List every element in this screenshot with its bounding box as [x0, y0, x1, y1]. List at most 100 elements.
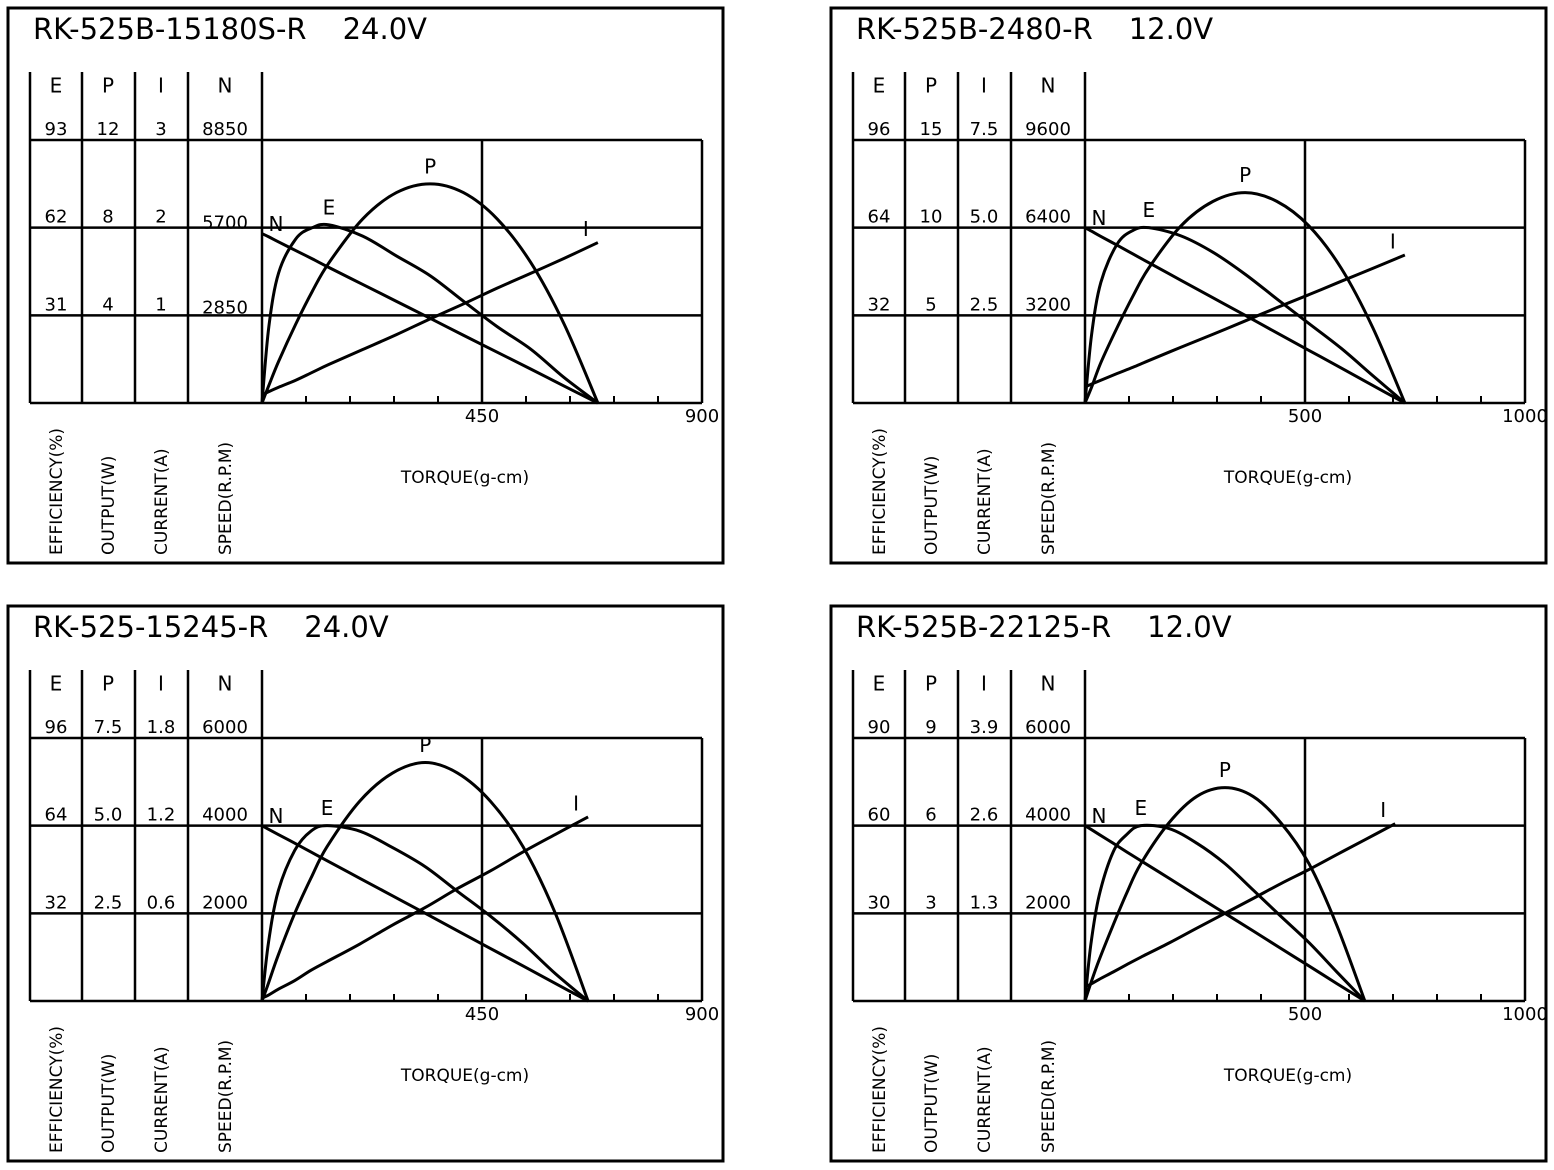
curve-i — [261, 241, 599, 397]
curve-e — [1083, 225, 1406, 405]
curve-i — [1084, 253, 1406, 389]
axis-label: CURRENT(A) — [975, 1046, 995, 1153]
y-tick-label: 5700 — [202, 213, 248, 234]
chart-title: RK-525B-22125-R 12.0V — [856, 610, 1232, 644]
axis-label: OUTPUT(W) — [99, 1054, 119, 1153]
curve-label: N — [1092, 206, 1107, 230]
column-header: I — [981, 74, 987, 98]
column-header: E — [873, 74, 886, 98]
curve-label: I — [573, 791, 579, 815]
y-tick-label: 5 — [925, 294, 936, 315]
axis-label: SPEED(R.P.M) — [1039, 1040, 1059, 1153]
title-voltage: 24.0V — [343, 12, 428, 46]
curve-label: E — [321, 796, 334, 820]
y-tick-label: 6000 — [202, 717, 248, 738]
y-tick-label: 15 — [920, 119, 943, 140]
curve-e — [260, 824, 590, 1003]
column-header: N — [1041, 672, 1056, 696]
y-tick-label: 96 — [868, 119, 891, 140]
curve-label: E — [1142, 198, 1155, 222]
y-tick-label: 3 — [155, 119, 166, 140]
curve-p — [1083, 191, 1407, 404]
curve-label: E — [323, 195, 336, 219]
y-tick-label: 64 — [45, 805, 68, 826]
y-tick-label: 9 — [925, 717, 936, 738]
y-tick-label: 7.5 — [94, 717, 123, 738]
axis-label: OUTPUT(W) — [922, 456, 942, 555]
y-tick-label: 31 — [45, 294, 68, 315]
y-tick-label: 30 — [868, 892, 891, 913]
curve-label: I — [583, 217, 589, 241]
title-voltage: 12.0V — [1129, 12, 1214, 46]
y-tick-label: 64 — [868, 207, 891, 228]
y-tick-label: 2.5 — [94, 892, 123, 913]
curve-p — [260, 761, 590, 1002]
y-tick-label: 4000 — [202, 805, 248, 826]
y-tick-label: 3200 — [1025, 294, 1071, 315]
curve-n — [261, 232, 599, 405]
y-tick-label: 32 — [868, 294, 891, 315]
curve-label: N — [269, 212, 284, 236]
y-tick-label: 8850 — [202, 119, 248, 140]
title-model: RK-525B-22125-R — [856, 610, 1111, 644]
y-tick-label: 12 — [97, 119, 120, 140]
curve-p — [260, 182, 600, 404]
y-tick-label: 2850 — [202, 297, 248, 318]
y-tick-label: 6000 — [1025, 717, 1071, 738]
curve-i — [261, 815, 589, 1000]
column-header: E — [50, 672, 63, 696]
column-header: I — [981, 672, 987, 696]
y-tick-label: 93 — [45, 119, 68, 140]
curve-label: I — [1380, 798, 1386, 822]
title-voltage: 12.0V — [1147, 610, 1232, 644]
y-tick-label: 1.2 — [147, 805, 176, 826]
x-tick-label: 900 — [685, 1004, 719, 1025]
column-header: E — [873, 672, 886, 696]
axis-label: CURRENT(A) — [975, 448, 995, 555]
title-voltage: 24.0V — [304, 610, 389, 644]
curve-i — [1084, 822, 1396, 989]
column-header: P — [102, 74, 114, 98]
column-header: N — [1041, 74, 1056, 98]
title-model: RK-525B-2480-R — [856, 12, 1093, 46]
y-tick-label: 6400 — [1025, 207, 1071, 228]
curve-label: N — [269, 804, 284, 828]
axis-label: SPEED(R.P.M) — [216, 1040, 236, 1153]
x-tick-label: 450 — [465, 406, 499, 427]
x-axis-title: TORQUE(g-cm) — [1223, 468, 1352, 488]
column-header: P — [925, 74, 937, 98]
panel-border — [829, 6, 1548, 565]
column-header: P — [102, 672, 114, 696]
curve-label: P — [1239, 163, 1251, 187]
curve-label: P — [1219, 758, 1231, 782]
y-tick-label: 4000 — [1025, 805, 1071, 826]
y-tick-label: 5.0 — [970, 207, 999, 228]
curve-e — [1083, 823, 1366, 1003]
y-tick-label: 3 — [925, 892, 936, 913]
x-axis-title: TORQUE(g-cm) — [400, 468, 529, 488]
x-tick-label: 500 — [1288, 1004, 1322, 1025]
column-header: I — [158, 672, 164, 696]
curve-label: N — [1092, 804, 1107, 828]
y-tick-label: 2000 — [202, 892, 248, 913]
curve-label: P — [419, 733, 431, 757]
y-tick-label: 32 — [45, 892, 68, 913]
y-tick-label: 1.8 — [147, 717, 176, 738]
curve-n — [261, 824, 589, 1003]
panel-border — [829, 604, 1548, 1163]
chart-panel: RK-525B-22125-R 12.0V E EFFICIENCY(%) 30 60 90… — [829, 604, 1548, 1163]
chart-title: RK-525B-15180S-R 24.0V — [33, 12, 427, 46]
y-tick-label: 5.0 — [94, 805, 123, 826]
axis-label: EFFICIENCY(%) — [870, 1026, 890, 1153]
y-tick-label: 96 — [45, 717, 68, 738]
y-tick-label: 1 — [155, 294, 166, 315]
x-axis-title: TORQUE(g-cm) — [1223, 1066, 1352, 1086]
y-tick-label: 2000 — [1025, 892, 1071, 913]
y-tick-label: 1.3 — [970, 892, 999, 913]
title-model: RK-525B-15180S-R — [33, 12, 307, 46]
y-tick-label: 90 — [868, 717, 891, 738]
curve-label: I — [1390, 230, 1396, 254]
x-tick-label: 500 — [1288, 406, 1322, 427]
axis-label: SPEED(R.P.M) — [1039, 442, 1059, 555]
